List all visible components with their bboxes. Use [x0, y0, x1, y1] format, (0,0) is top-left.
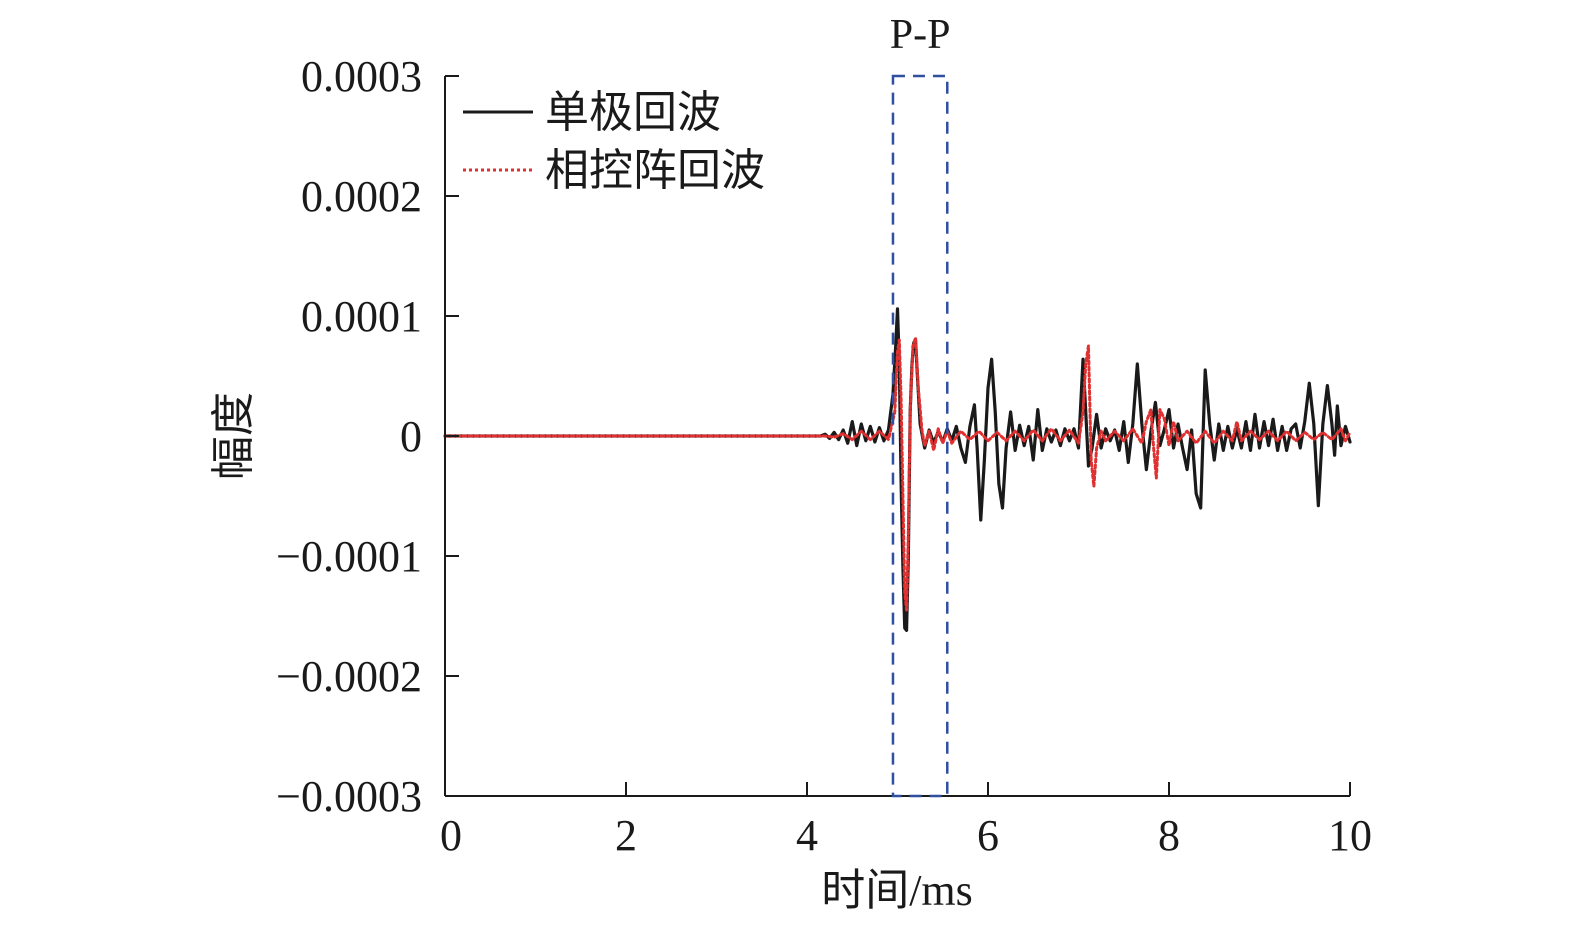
- x-tick-label: 2: [615, 811, 637, 860]
- x-ticks: 0 2 4 6 8 10: [440, 782, 1372, 860]
- y-axis-label: 幅度: [209, 392, 258, 480]
- x-tick-label: 10: [1328, 811, 1372, 860]
- x-tick-label: 4: [796, 811, 818, 860]
- y-tick-label: 0.0003: [301, 52, 422, 101]
- x-tick-label: 0: [440, 811, 462, 860]
- y-tick-label: −0.0002: [276, 652, 422, 701]
- x-axis-label: 时间/ms: [821, 866, 973, 915]
- pp-annotation-box: [891, 74, 949, 798]
- y-tick-label: −0.0001: [276, 532, 422, 581]
- series-line-1: [443, 307, 1352, 632]
- y-tick-label: 0: [400, 412, 422, 461]
- legend-label-1: 单极回波: [545, 88, 721, 137]
- pp-annotation: P-P: [890, 12, 951, 798]
- y-ticks: 0.0003 0.0002 0.0001 0 −0.0001 −0.0002 −0.0003: [276, 52, 459, 821]
- y-tick-label: 0.0002: [301, 172, 422, 221]
- plot-area: [443, 307, 1352, 632]
- y-tick-label: 0.0001: [301, 292, 422, 341]
- x-tick-label: 8: [1158, 811, 1180, 860]
- series-line-2: [443, 336, 1352, 612]
- y-tick-label: −0.0003: [276, 772, 422, 821]
- legend-label-2: 相控阵回波: [545, 146, 765, 195]
- x-tick-label: 6: [977, 811, 999, 860]
- pp-annotation-label: P-P: [890, 12, 951, 58]
